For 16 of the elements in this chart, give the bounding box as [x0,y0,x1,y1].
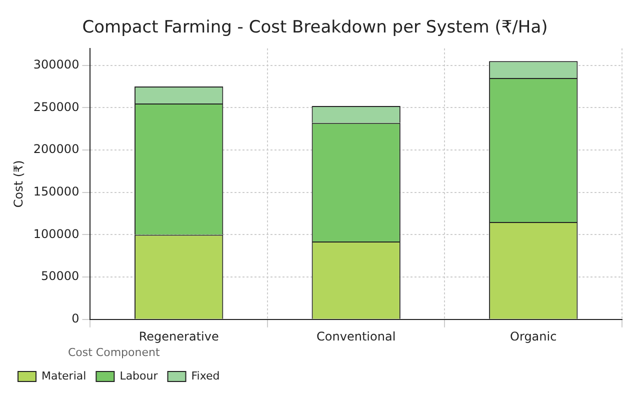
y-axis-title: Cost (₹) [11,160,26,208]
y-tick-label: 150000 [33,184,80,198]
legend-label: Fixed [191,369,220,382]
y-tick-label: 50000 [41,269,80,284]
legend-label: Labour [120,369,158,382]
y-tick-label: 250000 [33,100,80,114]
y-tick-label: 100000 [33,226,80,241]
y-tick-label: 0 [72,312,80,326]
y-tick-label: 300000 [33,57,80,72]
y-tick-label: 200000 [33,142,80,156]
legend-title: Cost Component [68,346,160,360]
x-tick-label: Conventional [316,330,396,344]
x-tick-label: Regenerative [138,330,219,344]
x-tick-label: Organic [510,330,557,344]
legend-label: Material [42,369,86,382]
chart-title: Compact Farming - Cost Breakdown per System (₹/Ha) [82,18,548,38]
